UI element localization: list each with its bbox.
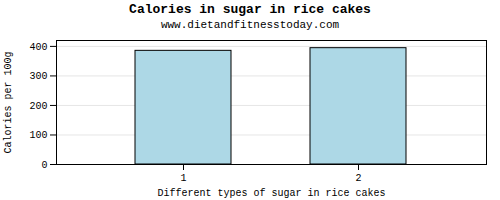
svg-text:Calories per 100g: Calories per 100g [3, 51, 14, 153]
html-text:Calories in sugar in rice cake: Calories in sugar in rice cakes [129, 2, 371, 17]
svg-text:1: 1 [180, 173, 186, 184]
svg-text:400: 400 [29, 42, 47, 53]
svg-text:200: 200 [29, 101, 47, 112]
svg-text:0: 0 [41, 160, 47, 171]
html-text:www.dietandfitnesstoday.com: www.dietandfitnesstoday.com [160, 19, 340, 31]
svg-text:2: 2 [355, 173, 361, 184]
svg-text:300: 300 [29, 71, 47, 82]
svg-text:100: 100 [29, 130, 47, 141]
svg-text:Different types of sugar in ri: Different types of sugar in rice cakes [157, 188, 385, 199]
